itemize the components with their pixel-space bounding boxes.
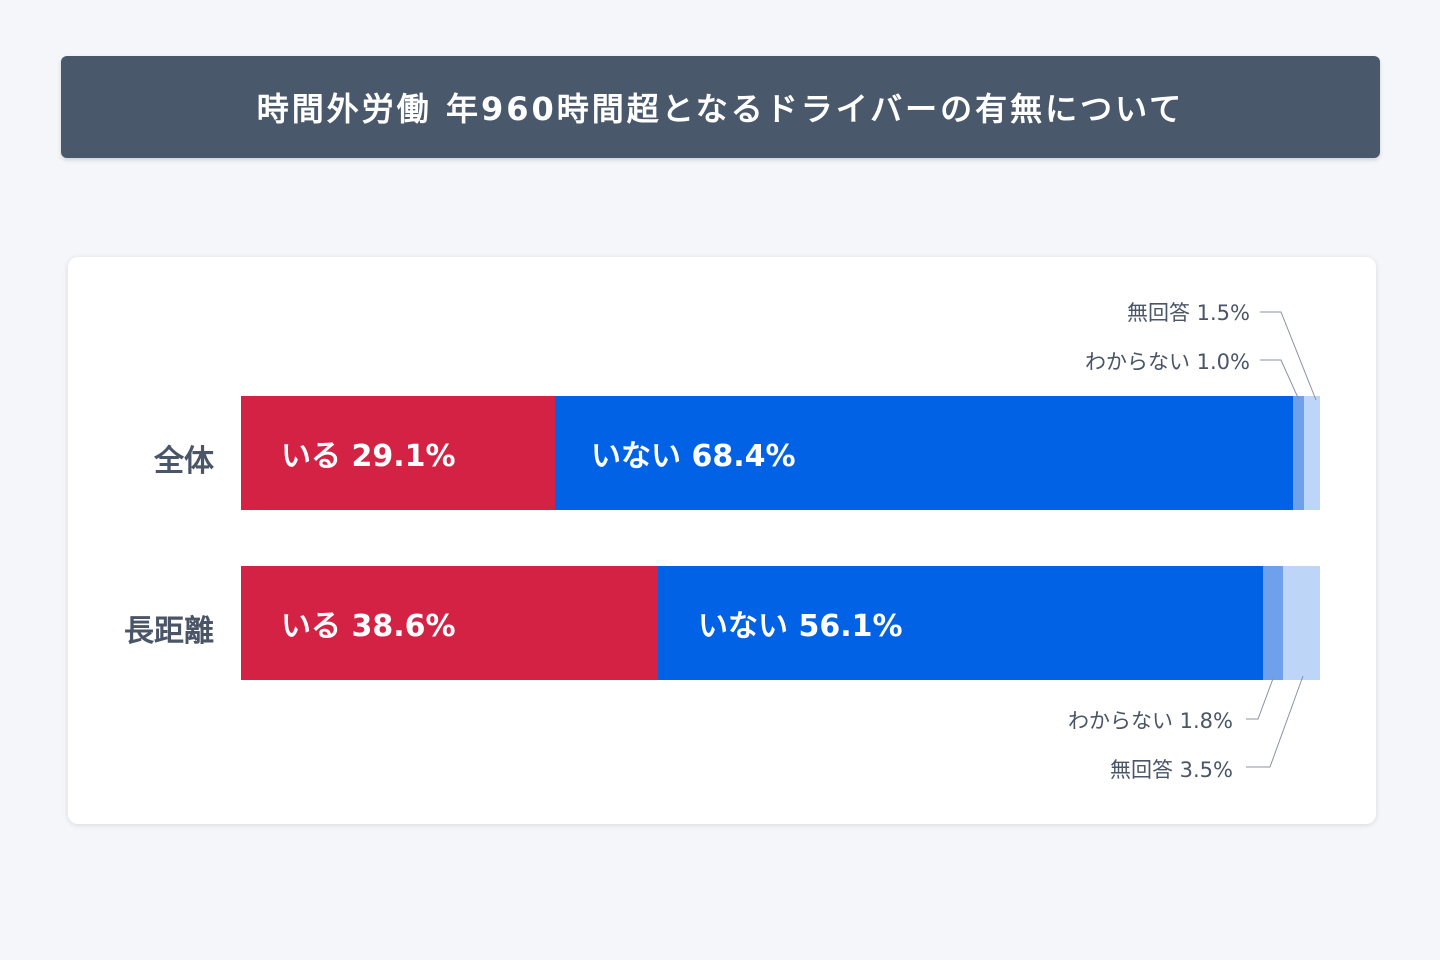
annotation-wakaranai-zentai: わからない 1.0% <box>1084 350 1250 374</box>
chart-title-bar: 時間外労働 年960時間超となるドライバーの有無について <box>61 56 1380 158</box>
annotation-muka-zentai: 無回答 1.5% <box>1126 301 1250 325</box>
bar-chokyori: いる 38.6% いない 56.1% <box>241 566 1320 680</box>
segment-inai: いない 68.4% <box>555 396 1293 510</box>
segment-label-inai: いない 68.4% <box>591 439 796 474</box>
row-label-chokyori: 長距離 <box>124 614 214 649</box>
segment-inai: いない 56.1% <box>658 566 1263 680</box>
chart-title: 時間外労働 年960時間超となるドライバーの有無について <box>256 90 1185 128</box>
segment-muka <box>1304 396 1320 510</box>
bar-zentai: いる 29.1% いない 68.4% <box>241 396 1320 510</box>
segment-wakaranai <box>1263 566 1283 680</box>
row-label-zentai: 全体 <box>154 444 214 479</box>
segment-muka <box>1283 566 1320 680</box>
segment-label-iru: いる 38.6% <box>281 609 456 644</box>
segment-label-iru: いる 29.1% <box>281 439 456 474</box>
annotation-muka-chokyori: 無回答 3.5% <box>1109 758 1233 782</box>
chart-card <box>68 257 1376 824</box>
segment-iru: いる 38.6% <box>241 566 658 680</box>
segment-iru: いる 29.1% <box>241 396 555 510</box>
segment-label-inai: いない 56.1% <box>698 609 903 644</box>
annotation-wakaranai-chokyori: わからない 1.8% <box>1067 709 1233 733</box>
segment-wakaranai <box>1293 396 1304 510</box>
